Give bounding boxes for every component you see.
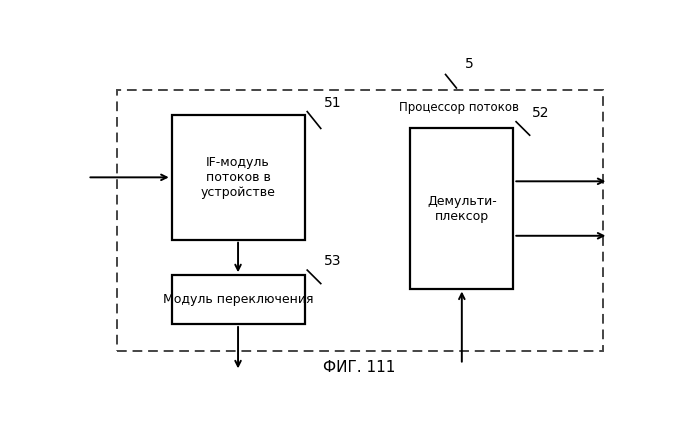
- Bar: [410, 128, 513, 289]
- Text: 52: 52: [532, 106, 550, 120]
- Text: 51: 51: [323, 96, 341, 110]
- Text: Демульти-
плексор: Демульти- плексор: [427, 194, 497, 223]
- Text: ФИГ. 111: ФИГ. 111: [323, 360, 395, 374]
- Text: 53: 53: [323, 254, 341, 268]
- Text: IF-модуль
потоков в
устройстве: IF-модуль потоков в устройстве: [201, 156, 276, 199]
- Text: Процессор потоков: Процессор потоков: [400, 102, 519, 114]
- Bar: [172, 275, 304, 324]
- Text: 5: 5: [465, 57, 473, 71]
- Bar: [118, 90, 603, 351]
- Bar: [172, 115, 304, 240]
- Text: Модуль переключения: Модуль переключения: [163, 293, 314, 306]
